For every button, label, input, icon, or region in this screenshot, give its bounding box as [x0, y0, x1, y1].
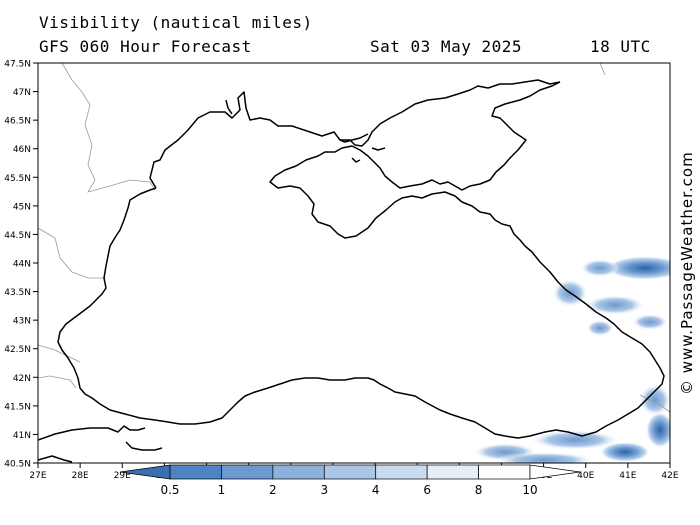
lat-tick-label: 42.5N [4, 345, 31, 355]
forecast-date: Sat 03 May 2025 [370, 37, 522, 56]
lon-tick-label: 29E [114, 471, 131, 481]
colorbar-label: 0.5 [160, 483, 179, 497]
lat-tick-label: 41.5N [4, 402, 31, 412]
colorbar-label: 3 [320, 483, 328, 497]
lat-tick-label: 46N [13, 145, 31, 155]
lon-tick-label: 40E [577, 471, 594, 481]
colorbar-cell [478, 464, 531, 480]
model-label: GFS 060 Hour Forecast [39, 37, 252, 56]
forecast-time: 18 UTC [590, 37, 651, 56]
low-visibility-shading [473, 256, 670, 463]
colorbar: 0.5 1 2 3 4 6 8 10 [119, 464, 581, 497]
colorbar-label: 4 [372, 483, 380, 497]
colorbar-cell [426, 464, 479, 480]
colorbar-cell [272, 464, 325, 480]
lat-tick-label: 41N [13, 431, 31, 441]
lat-tick-label: 47N [13, 88, 31, 98]
lat-tick-label: 46.5N [4, 117, 31, 127]
lat-tick-label: 43.5N [4, 288, 31, 298]
lat-tick-label: 44.5N [4, 231, 31, 241]
colorbar-cell [323, 464, 377, 480]
lat-tick-label: 42N [13, 374, 31, 384]
lon-tick-label: 28E [72, 471, 89, 481]
chart-title: Visibility (nautical miles) [39, 13, 313, 32]
colorbar-cell [375, 464, 428, 480]
lat-tick-label: 45.5N [4, 174, 31, 184]
country-borders [38, 63, 670, 413]
lon-tick-label: 27E [29, 471, 46, 481]
colorbar-low-arrow [119, 464, 171, 480]
lat-tick-label: 47.5N [4, 60, 31, 70]
map-frame [37, 62, 671, 464]
colorbar-label: 8 [475, 483, 483, 497]
map-area [38, 63, 670, 463]
colorbar-high-arrow [529, 464, 581, 480]
coastline [38, 79, 665, 463]
colorbar-label: 2 [269, 483, 277, 497]
colorbar-label: 10 [522, 483, 537, 497]
lat-tick-label: 45N [13, 202, 31, 212]
latitude-axis: 47.5N 47N 46.5N 46N 45.5N 45N 44.5N 44N 43.5N 43N… [4, 60, 38, 470]
colorbar-label: 1 [218, 483, 226, 497]
colorbar-cell [169, 464, 222, 480]
colorbar-cell [221, 464, 274, 480]
lat-tick-label: 43N [13, 317, 31, 327]
lon-tick-label: 41E [619, 471, 636, 481]
colorbar-label: 6 [423, 483, 431, 497]
lon-tick-label: 42E [661, 471, 678, 481]
copyright-label: © www.PassageWeather.com [678, 151, 696, 395]
lat-tick-label: 44N [13, 260, 31, 270]
lat-tick-label: 40.5N [4, 460, 31, 470]
